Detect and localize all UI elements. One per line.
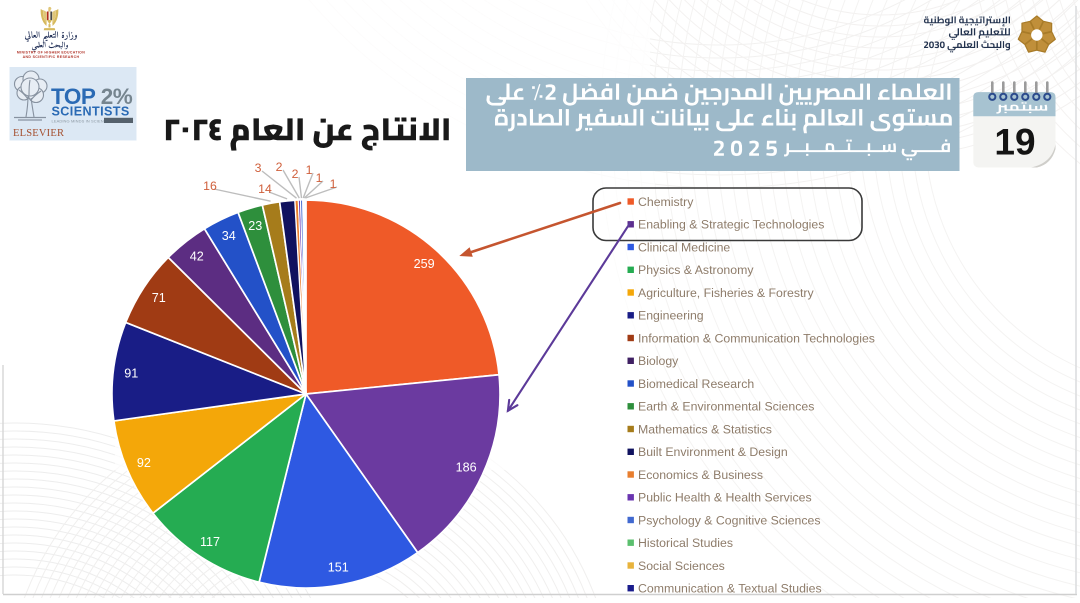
svg-text:Information & Communication Te: Information & Communication Technologies: [638, 331, 875, 345]
svg-text:Communication & Textual Studie: Communication & Textual Studies: [638, 582, 822, 596]
svg-text:Historical Studies: Historical Studies: [638, 536, 733, 550]
svg-text:Physics & Astronomy: Physics & Astronomy: [638, 263, 754, 277]
svg-text:92: 92: [137, 456, 151, 470]
svg-text:34: 34: [222, 229, 236, 243]
svg-text:Social Sciences: Social Sciences: [638, 559, 725, 573]
svg-text:1: 1: [306, 163, 313, 177]
svg-text:Biology: Biology: [638, 354, 679, 368]
svg-text:Public Health & Health Service: Public Health & Health Services: [638, 491, 812, 505]
svg-text:71: 71: [152, 291, 166, 305]
svg-text:Biomedical Research: Biomedical Research: [638, 377, 754, 391]
svg-text:42: 42: [190, 249, 204, 263]
svg-text:2: 2: [276, 160, 283, 174]
svg-text:259: 259: [414, 257, 435, 271]
svg-text:1: 1: [330, 177, 337, 191]
svg-text:Mathematics & Statistics: Mathematics & Statistics: [638, 422, 772, 436]
svg-text:16: 16: [203, 179, 217, 193]
svg-text:Economics & Business: Economics & Business: [638, 468, 763, 482]
svg-text:14: 14: [258, 182, 272, 196]
svg-text:23: 23: [248, 219, 262, 233]
svg-text:117: 117: [200, 535, 220, 549]
svg-text:ELSEVIER: ELSEVIER: [13, 128, 64, 139]
svg-text:151: 151: [328, 560, 349, 574]
svg-text:TOP 2%: TOP 2%: [51, 84, 133, 109]
svg-text:Chemistry: Chemistry: [638, 195, 694, 209]
svg-text:Clinical Medicine: Clinical Medicine: [638, 240, 730, 254]
svg-text:Enabling & Strategic Technolog: Enabling & Strategic Technologies: [638, 218, 824, 232]
svg-text:AND SCIENTIFIC RESEARCH: AND SCIENTIFIC RESEARCH: [23, 55, 80, 59]
svg-text:19: 19: [994, 122, 1035, 163]
svg-text:3: 3: [255, 161, 262, 175]
svg-text:91: 91: [124, 366, 138, 380]
svg-text:2: 2: [292, 167, 299, 181]
svg-text:Built Environment & Design: Built Environment & Design: [638, 445, 788, 459]
svg-text:186: 186: [456, 461, 477, 475]
svg-text:LEADING MINDS IN SCIENCE: LEADING MINDS IN SCIENCE: [52, 118, 110, 123]
svg-text:1: 1: [316, 171, 323, 185]
svg-text:Agriculture, Fisheries & Fores: Agriculture, Fisheries & Forestry: [638, 286, 814, 300]
svg-text:MINISTRY OF HIGHER EDUCATION: MINISTRY OF HIGHER EDUCATION: [17, 51, 85, 55]
svg-text:SCIENTISTS: SCIENTISTS: [52, 105, 130, 119]
svg-text:Psychology & Cognitive Science: Psychology & Cognitive Sciences: [638, 513, 821, 527]
svg-text:Earth & Environmental Sciences: Earth & Environmental Sciences: [638, 400, 814, 414]
svg-text:Engineering: Engineering: [638, 309, 704, 323]
